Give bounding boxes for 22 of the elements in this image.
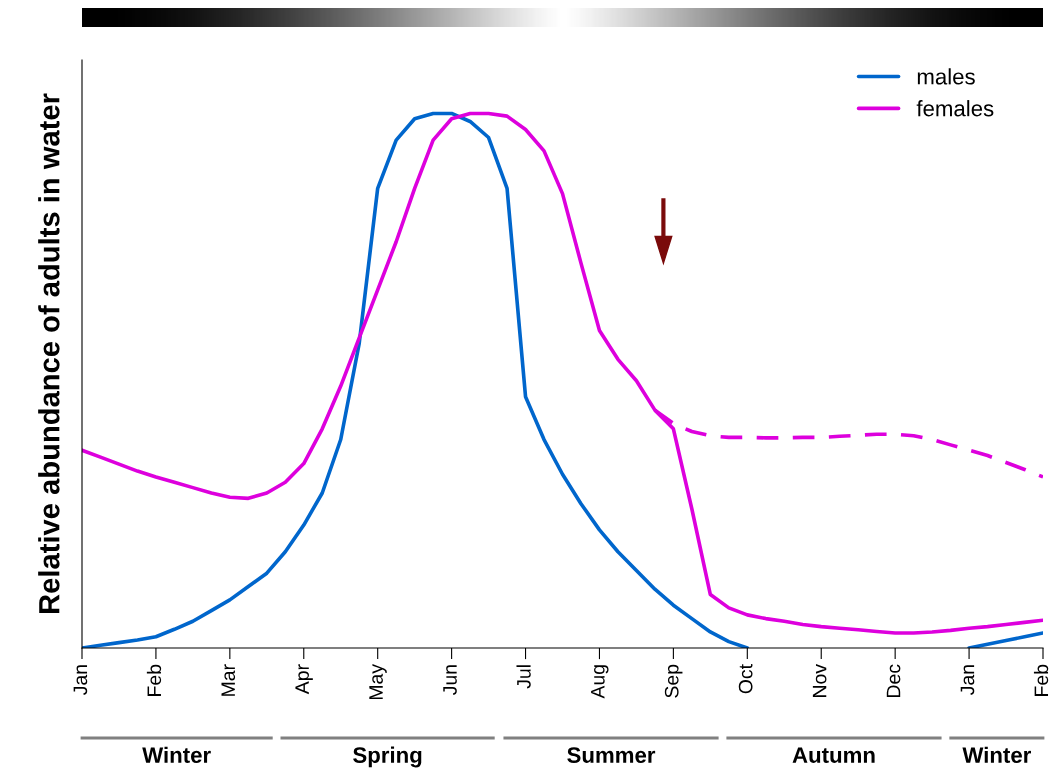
x-tick-label: Mar <box>221 664 236 696</box>
x-tick-label: May <box>369 664 387 700</box>
text: Spring <box>353 746 422 768</box>
x-tick-label: Oct <box>738 664 753 694</box>
x-tick-label: Apr <box>295 664 313 695</box>
y-axis-title: Relative abundance of adults in water <box>38 93 60 613</box>
legend-label: females <box>916 100 994 117</box>
x-tick-label: Feb <box>146 664 162 696</box>
x-tick-label: Jan <box>960 665 975 696</box>
x-tick-label: Jul <box>516 665 531 689</box>
x-tick-label: Nov <box>812 664 827 697</box>
legend-label: males <box>917 68 975 85</box>
x-tick-label: Jan <box>73 665 88 696</box>
text: Autumn <box>792 747 875 763</box>
x-tick-label: Dec <box>886 664 901 697</box>
x-tick-label: Sep <box>664 664 683 698</box>
text: Winter <box>962 746 1031 763</box>
x-tick-label: Aug <box>591 665 609 699</box>
x-tick-label: Jun <box>443 665 457 696</box>
text: Summer <box>567 747 656 763</box>
x-tick-label: Feb <box>1033 664 1049 696</box>
text: Winter <box>142 746 211 763</box>
